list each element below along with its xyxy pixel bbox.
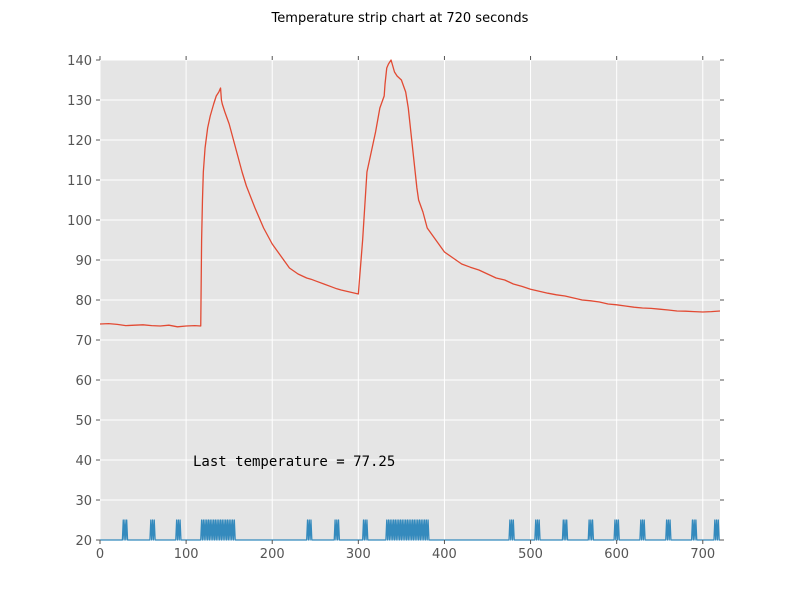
- y-tick-label: 30: [75, 494, 92, 509]
- x-tick-label: 500: [518, 547, 543, 562]
- x-tick-label: 300: [346, 547, 371, 562]
- y-tick-label: 130: [67, 94, 92, 109]
- y-tick-label: 110: [67, 174, 92, 189]
- ticks: [96, 56, 724, 544]
- tick-labels: 0 100 200 300 400 500 600 700 20 30 40 50 60 70 80 90 10…: [67, 54, 715, 562]
- y-tick-label: 100: [67, 214, 92, 229]
- x-tick-label: 400: [432, 547, 457, 562]
- y-tick-label: 60: [75, 374, 92, 389]
- y-tick-label: 90: [75, 254, 92, 269]
- x-tick-label: 700: [690, 547, 715, 562]
- temperature-line: [99, 59, 721, 328]
- x-tick-label: 600: [604, 547, 629, 562]
- grid: [99, 59, 720, 541]
- heater-signal-line: [100, 519, 720, 541]
- series-group: [99, 59, 721, 541]
- y-tick-label: 80: [75, 294, 92, 309]
- y-tick-label: 70: [75, 334, 92, 349]
- y-tick-label: 50: [75, 414, 92, 429]
- x-tick-label: 200: [260, 547, 285, 562]
- x-tick-label: 100: [174, 547, 199, 562]
- y-tick-label: 140: [67, 54, 92, 69]
- chart-title: Temperature strip chart at 720 seconds: [271, 11, 529, 26]
- y-tick-label: 20: [75, 534, 92, 549]
- annotation-last-temperature: Last temperature = 77.25: [193, 454, 395, 470]
- y-tick-label: 40: [75, 454, 92, 469]
- x-tick-label: 0: [96, 547, 104, 562]
- y-tick-label: 120: [67, 134, 92, 149]
